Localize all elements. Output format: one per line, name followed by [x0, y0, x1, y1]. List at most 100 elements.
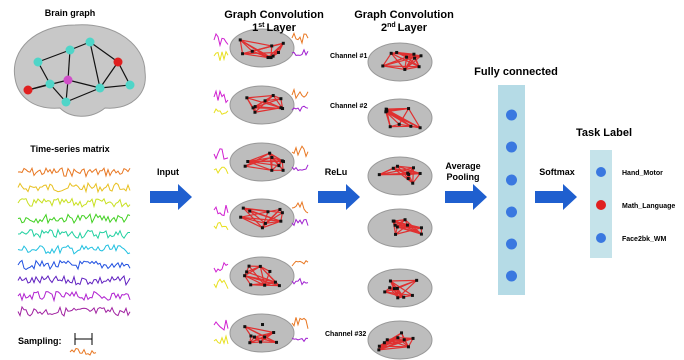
brain-node — [277, 51, 280, 54]
brain-node — [281, 107, 284, 110]
signal — [214, 223, 228, 230]
brain-node — [246, 160, 249, 163]
brain-node — [396, 296, 399, 299]
brain-node — [268, 152, 271, 155]
brain-node — [270, 56, 273, 59]
brain-node — [278, 284, 281, 287]
channel-label: Channel #2 — [330, 103, 367, 110]
brain-node — [407, 107, 410, 110]
task-label: Face2bk_WM — [622, 236, 667, 243]
signal — [214, 109, 228, 114]
brain-node — [268, 270, 271, 273]
signal — [292, 106, 308, 111]
brain-node — [412, 53, 415, 56]
softmax-label: Softmax — [539, 167, 575, 177]
brain-node — [396, 336, 399, 339]
neuron — [506, 175, 517, 186]
signal — [18, 199, 130, 207]
arrow — [318, 184, 360, 210]
brain-node — [403, 338, 406, 341]
output-neuron — [596, 200, 606, 210]
brain-node — [420, 233, 423, 236]
node — [34, 58, 43, 67]
brain-node — [377, 348, 380, 351]
brain-node — [253, 336, 256, 339]
signal — [18, 214, 130, 223]
signal — [18, 292, 130, 301]
brain-node — [388, 286, 391, 289]
brain — [368, 269, 432, 307]
signal — [292, 220, 308, 226]
pooling-label: Average — [445, 161, 480, 171]
brain-node — [394, 224, 397, 227]
signal — [70, 349, 96, 356]
sampling-label: Sampling: — [18, 336, 62, 346]
brain-node — [241, 52, 244, 55]
signal — [214, 149, 228, 159]
brain-node — [242, 207, 245, 210]
brain-node — [418, 65, 421, 68]
brain-node — [239, 38, 242, 41]
layer-word: Layer — [267, 22, 297, 34]
node — [66, 46, 75, 55]
node — [24, 86, 33, 95]
brain-node — [419, 54, 422, 57]
brain-node — [385, 108, 388, 111]
signal — [18, 230, 130, 239]
brain-node — [272, 94, 275, 97]
brain-node — [259, 265, 262, 268]
brain-node — [389, 279, 392, 282]
signal — [214, 34, 228, 45]
brain-edge — [390, 280, 416, 281]
brain-node — [404, 218, 407, 221]
signal — [214, 320, 228, 330]
task-label-title: Task Label — [576, 127, 632, 139]
brain-node — [411, 294, 414, 297]
brain-node — [261, 226, 264, 229]
brain-node — [270, 156, 273, 159]
neuron — [506, 271, 517, 282]
signal — [214, 263, 228, 272]
brain-node — [281, 211, 284, 214]
node — [86, 38, 95, 47]
brain-node — [243, 325, 246, 328]
brain-node — [239, 216, 242, 219]
signal — [292, 165, 308, 171]
task-label: Math_Language — [622, 203, 675, 210]
brain-node — [389, 125, 392, 128]
brain-node — [386, 338, 389, 341]
brain-node — [270, 169, 273, 172]
neuron — [506, 239, 517, 250]
brain-node — [378, 345, 381, 348]
signal — [292, 261, 308, 266]
brain-node — [392, 220, 395, 223]
signal — [292, 279, 308, 285]
figure: Brain graph Time-series matrix Sampling:… — [0, 0, 684, 360]
brain-node — [251, 50, 254, 53]
brain-node — [249, 334, 252, 337]
brain-node — [277, 164, 280, 167]
brain-node — [264, 222, 267, 225]
neuron — [506, 110, 517, 121]
brain-node — [419, 126, 422, 129]
signal — [292, 202, 308, 213]
signal — [214, 205, 228, 215]
layer-suffix: st — [258, 22, 265, 29]
relu-label: ReLu — [325, 167, 348, 177]
node — [46, 80, 55, 89]
brain-node — [264, 99, 267, 102]
signal — [292, 50, 308, 56]
brain-node — [263, 335, 266, 338]
fully-connected-title: Fully connected — [474, 66, 558, 78]
brain-node — [274, 281, 277, 284]
node — [96, 84, 105, 93]
node — [114, 58, 123, 67]
brain-node — [383, 341, 386, 344]
layer-word: Layer — [398, 22, 428, 34]
output-neuron — [596, 233, 606, 243]
signal — [292, 33, 308, 43]
node — [64, 76, 73, 85]
brain-node — [420, 226, 423, 229]
layer1-title: Graph Convolution — [224, 9, 324, 21]
